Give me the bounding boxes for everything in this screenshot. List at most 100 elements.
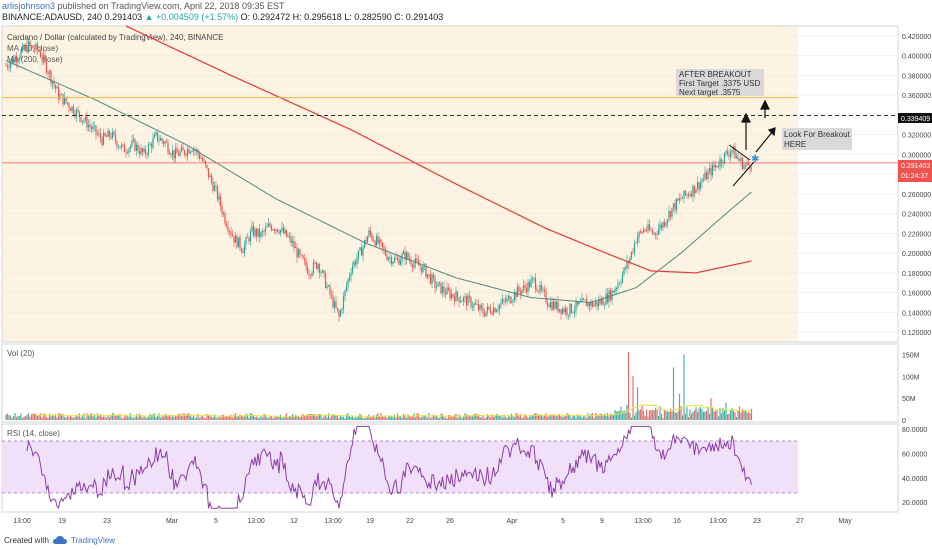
candle-body bbox=[215, 186, 217, 187]
volume-bar bbox=[363, 418, 366, 420]
candle-body bbox=[650, 229, 652, 231]
candle-body bbox=[9, 62, 12, 69]
volume-bar bbox=[137, 417, 139, 420]
candle-body bbox=[23, 45, 25, 50]
volume-bar bbox=[462, 416, 465, 420]
candle-body bbox=[636, 237, 639, 243]
tradingview-brand[interactable]: TradingView bbox=[70, 536, 115, 545]
rsi-axis[interactable]: 80.0000 60.0000 40.0000 20.0000 bbox=[902, 427, 927, 507]
volume-bar bbox=[701, 409, 703, 420]
volume-bar bbox=[108, 417, 111, 420]
candle-body bbox=[726, 151, 729, 155]
candle-body bbox=[188, 149, 190, 154]
candle-body bbox=[621, 274, 624, 283]
volume-bar bbox=[84, 418, 87, 420]
candle-body bbox=[60, 94, 63, 95]
volume-bar bbox=[339, 415, 342, 420]
volume-bar bbox=[522, 417, 525, 420]
candle-body bbox=[83, 120, 85, 122]
volume-bar bbox=[524, 414, 526, 420]
volume-bar bbox=[390, 415, 393, 420]
volume-bar bbox=[263, 413, 265, 420]
volume-bar bbox=[665, 411, 667, 420]
volume-bar bbox=[515, 413, 517, 420]
volume-bar bbox=[143, 415, 145, 420]
volume-bar bbox=[678, 393, 681, 420]
volume-bar bbox=[384, 416, 387, 420]
candle-body bbox=[281, 227, 283, 230]
volume-bar bbox=[744, 410, 747, 420]
volume-bar bbox=[345, 414, 348, 420]
symbol[interactable]: BINANCE:ADAUSD, 240 bbox=[2, 12, 103, 22]
candle-body bbox=[44, 55, 46, 61]
price-tick: 0.220000 bbox=[902, 231, 931, 238]
time-tick: 22 bbox=[406, 518, 414, 525]
candle-body bbox=[252, 225, 255, 236]
volume-bar bbox=[558, 413, 561, 420]
rsi-tick: 20.0000 bbox=[902, 500, 927, 507]
candle-body bbox=[516, 286, 519, 297]
candle-body bbox=[326, 285, 328, 288]
candle-body bbox=[659, 224, 661, 230]
candle-body bbox=[614, 289, 616, 293]
candle-body bbox=[420, 266, 423, 273]
volume-bar bbox=[485, 417, 487, 420]
volume-bar bbox=[621, 412, 624, 420]
candle-body bbox=[470, 297, 472, 307]
volume-bar bbox=[693, 410, 696, 420]
volume-bar bbox=[288, 416, 291, 420]
volume-bar bbox=[348, 416, 351, 420]
volume-bar bbox=[132, 417, 135, 420]
volume-bar bbox=[617, 411, 619, 420]
candle-body bbox=[459, 301, 462, 303]
candle-body bbox=[134, 139, 136, 151]
volume-bar bbox=[419, 417, 421, 420]
volume-bar bbox=[545, 413, 547, 420]
volume-bar bbox=[503, 414, 505, 420]
volume-bar bbox=[222, 414, 225, 420]
candle-body bbox=[515, 292, 517, 297]
volume-bar bbox=[615, 411, 618, 420]
volume-bar bbox=[135, 414, 138, 420]
candle-body bbox=[714, 165, 717, 168]
volume-bar bbox=[131, 417, 133, 420]
candle-body bbox=[30, 45, 33, 47]
candle-body bbox=[263, 231, 265, 233]
volume-bar bbox=[704, 411, 706, 420]
price-axis[interactable]: 0.4200000.4000000.3800000.3600000.340000… bbox=[902, 34, 931, 337]
candle-body bbox=[462, 297, 465, 302]
candle-body bbox=[257, 228, 259, 237]
volume-bar bbox=[495, 413, 498, 420]
time-axis[interactable]: 13:00 19 23 Mar 5 13:00 12 13:00 19 22 26 Apr 5 9 13:0… bbox=[13, 518, 852, 525]
volume-bar bbox=[602, 415, 604, 420]
candle-body bbox=[128, 148, 130, 153]
candle-body bbox=[594, 301, 597, 305]
candle-body bbox=[96, 133, 99, 135]
volume-bar bbox=[477, 414, 480, 420]
candle-body bbox=[662, 222, 664, 228]
volume-bar bbox=[750, 408, 753, 420]
candle-body bbox=[521, 289, 523, 294]
volume-bar bbox=[642, 410, 645, 420]
author-link[interactable]: arlisjohnson3 bbox=[2, 1, 56, 11]
volume-bar bbox=[327, 413, 330, 420]
candle-body bbox=[146, 154, 148, 155]
candle-body bbox=[344, 290, 346, 297]
volume-axis[interactable]: 150M 100M 50M 0 bbox=[902, 352, 920, 425]
volume-bar bbox=[431, 416, 433, 420]
candle-body bbox=[150, 144, 153, 148]
volume-bar bbox=[230, 414, 232, 420]
volume-bar bbox=[683, 354, 685, 420]
candle-body bbox=[191, 151, 193, 152]
candle-body bbox=[458, 297, 460, 303]
volume-bar bbox=[221, 415, 223, 420]
time-tick: 27 bbox=[796, 518, 804, 525]
volume-bar bbox=[225, 416, 228, 420]
candle-body bbox=[465, 296, 468, 306]
candle-body bbox=[464, 296, 466, 298]
candle-body bbox=[677, 198, 679, 201]
candle-body bbox=[206, 165, 208, 169]
time-tick: 5 bbox=[214, 518, 218, 525]
volume-bar bbox=[656, 409, 658, 420]
volume-bar bbox=[596, 414, 598, 420]
